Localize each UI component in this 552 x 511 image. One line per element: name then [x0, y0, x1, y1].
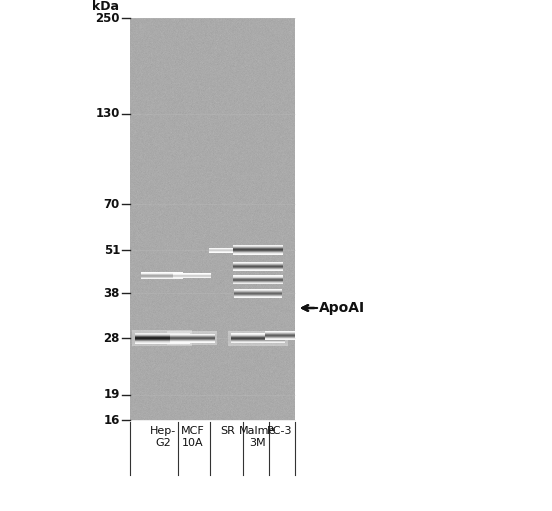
Text: Hep-
G2: Hep- G2 [150, 426, 176, 448]
Text: 51: 51 [104, 244, 120, 257]
Bar [229, 334, 288, 335]
Bar [229, 337, 288, 338]
Bar [229, 332, 288, 334]
Bar [167, 338, 217, 339]
Bar [130, 18, 295, 420]
Bar [167, 337, 217, 338]
Bar [167, 341, 217, 342]
Bar [229, 344, 288, 345]
Text: SR: SR [221, 426, 236, 436]
Bar [229, 343, 288, 344]
Bar [132, 332, 192, 333]
Text: 250: 250 [95, 12, 120, 25]
Text: MCF
10A: MCF 10A [181, 426, 205, 448]
Text: PC-3: PC-3 [267, 426, 293, 436]
Text: 130: 130 [95, 107, 120, 120]
Bar [229, 335, 288, 337]
Bar [229, 338, 288, 340]
Bar [229, 331, 288, 332]
Text: 70: 70 [104, 198, 120, 211]
Bar [167, 333, 217, 334]
Text: 28: 28 [104, 332, 120, 345]
Bar [167, 339, 217, 341]
Bar [132, 337, 192, 338]
Text: Malme
3M: Malme 3M [240, 426, 277, 448]
Bar [132, 340, 192, 341]
Bar [132, 335, 192, 337]
Bar [167, 336, 217, 337]
Bar [132, 330, 192, 332]
Bar [132, 341, 192, 343]
Bar [132, 333, 192, 335]
Text: 16: 16 [104, 413, 120, 427]
Bar [167, 332, 217, 333]
Bar [229, 341, 288, 343]
Bar [229, 340, 288, 341]
Text: 19: 19 [104, 388, 120, 401]
Bar [132, 343, 192, 345]
Text: ApoAI: ApoAI [319, 301, 365, 315]
Bar [132, 338, 192, 340]
Bar [167, 342, 217, 343]
Bar [167, 334, 217, 336]
Text: 38: 38 [104, 287, 120, 300]
Text: kDa: kDa [92, 0, 119, 13]
Bar [132, 345, 192, 346]
Bar [167, 343, 217, 345]
